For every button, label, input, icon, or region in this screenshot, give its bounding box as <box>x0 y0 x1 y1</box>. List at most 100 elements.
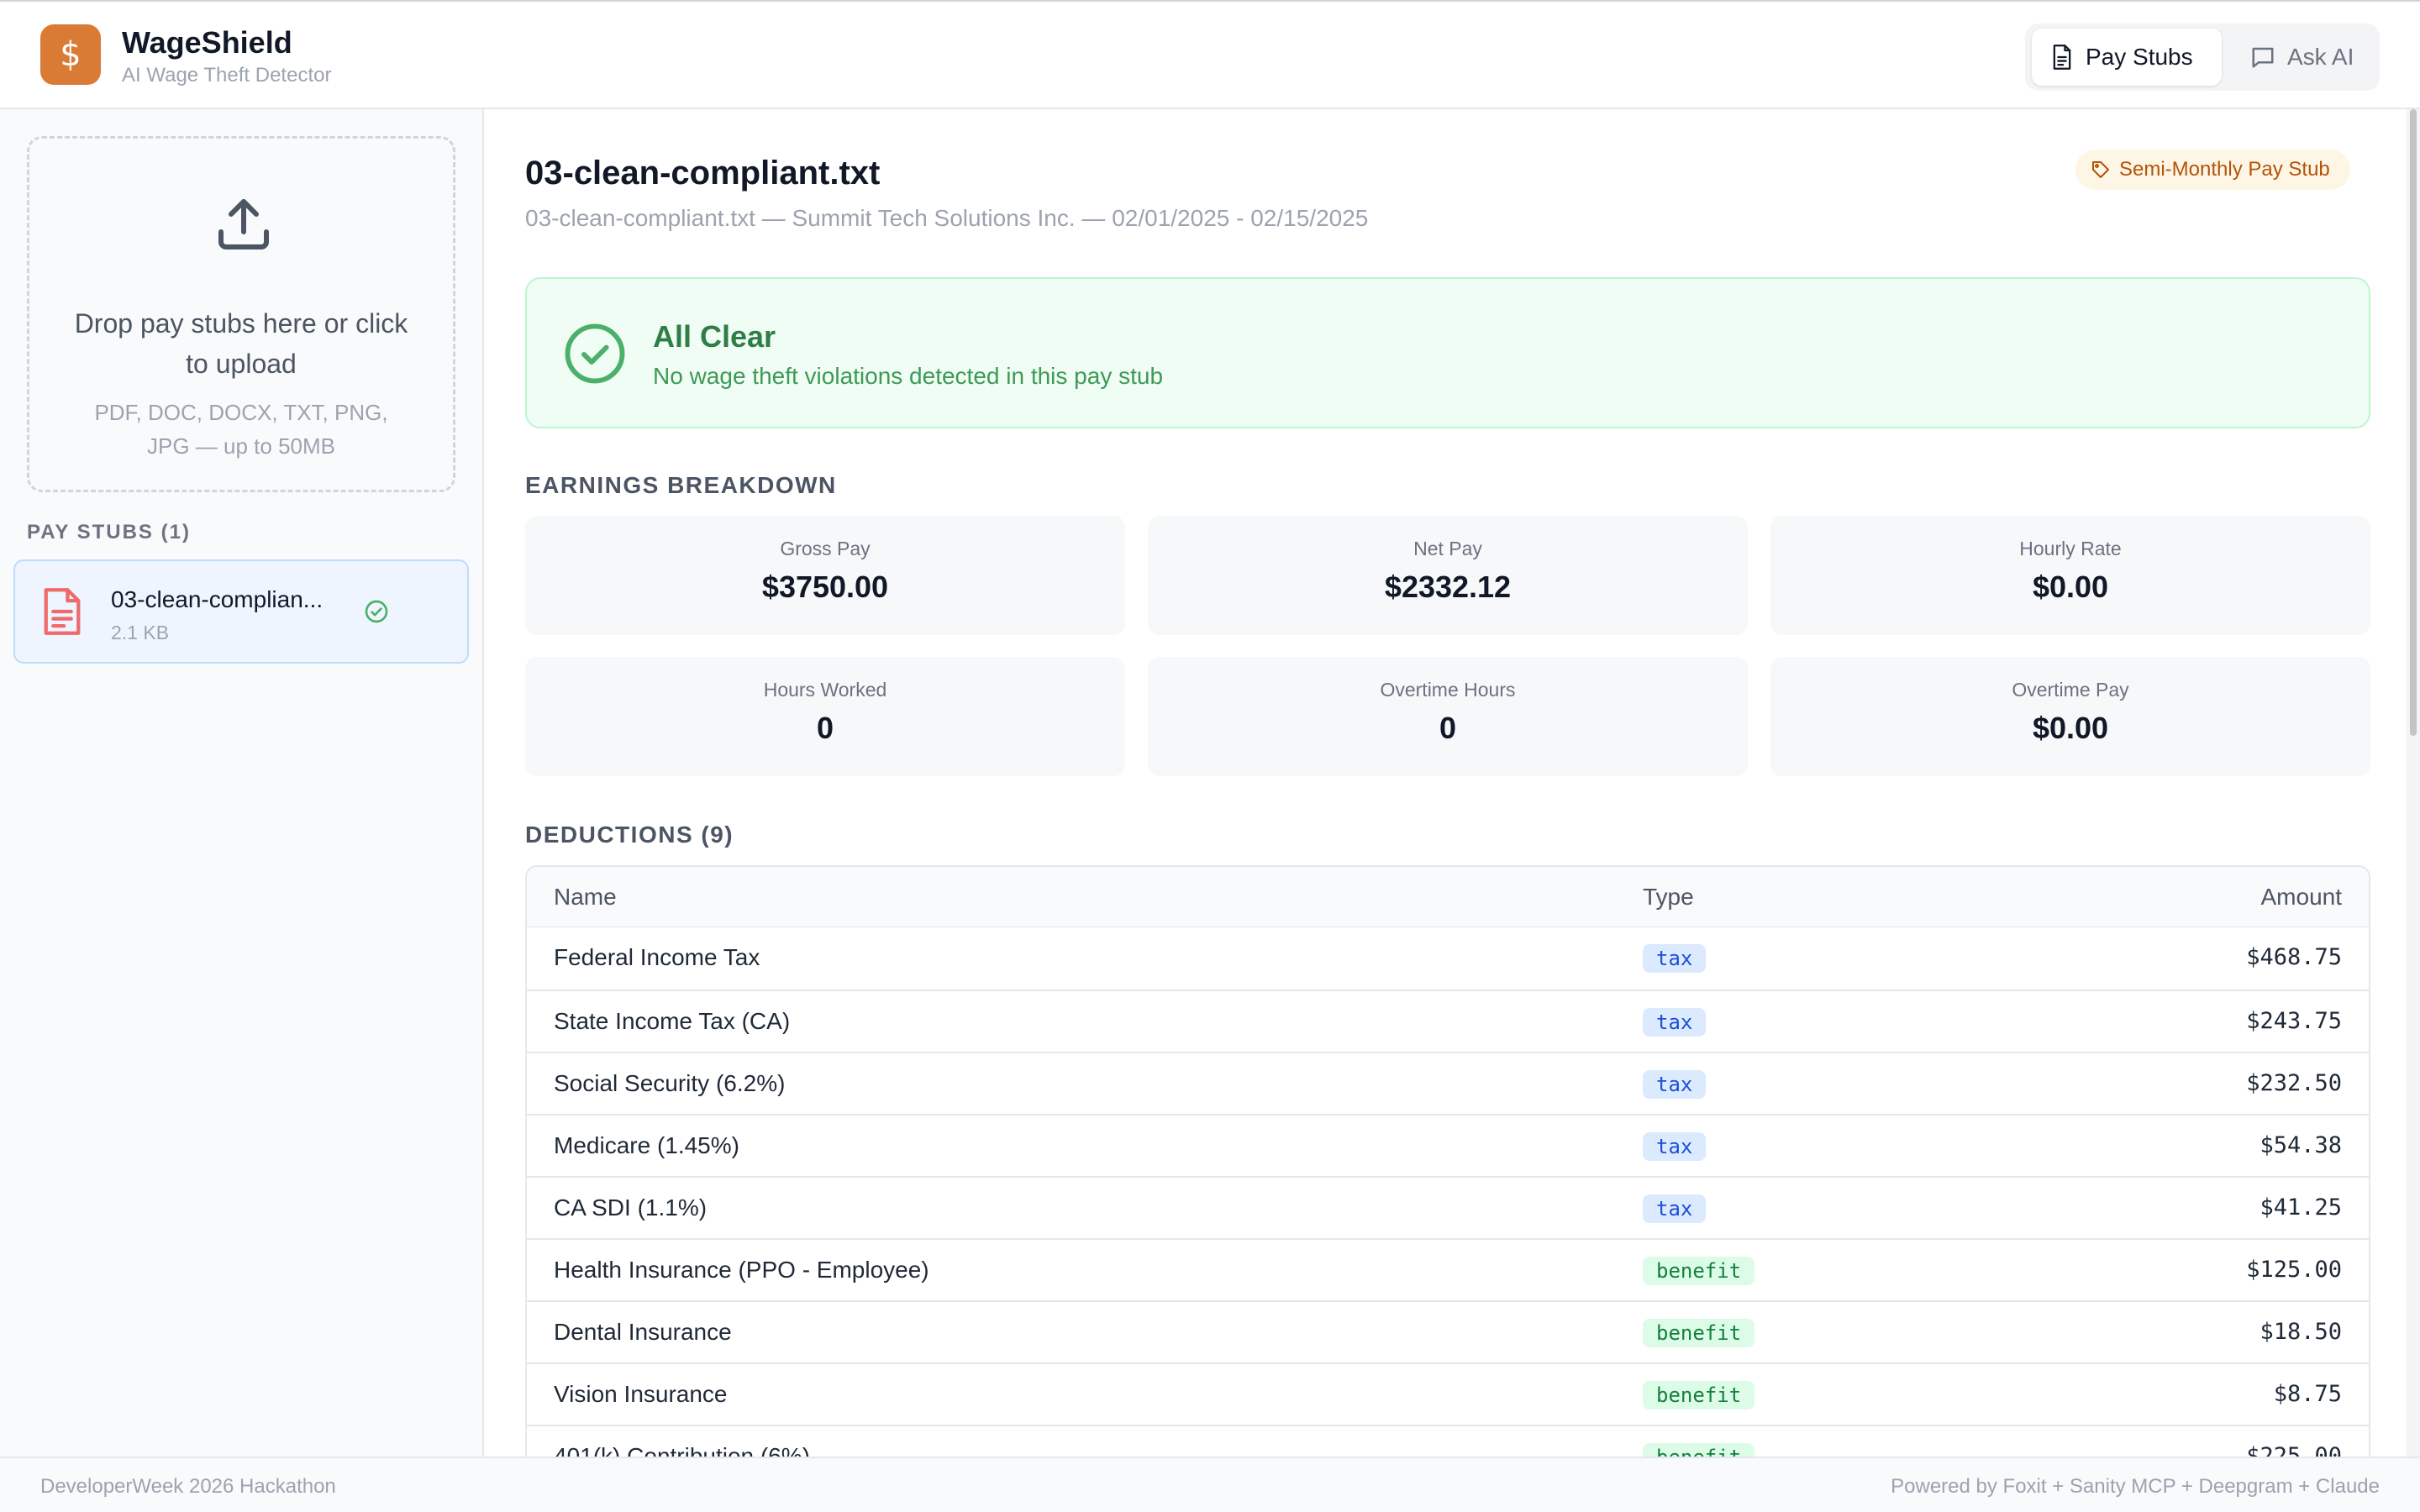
stat-label: Net Pay <box>1413 538 1482 559</box>
deduction-name: Vision Insurance <box>554 1381 728 1407</box>
table-row: Social Security (6.2%) tax $232.50 <box>527 1052 2369 1114</box>
tab-pay-stubs[interactable]: Pay Stubs <box>2032 29 2222 86</box>
pay-stub-size: 2.1 KB <box>111 622 170 643</box>
table-row: 401(k) Contribution (6%) benefit $225.00 <box>527 1425 2369 1457</box>
pay-stub-type-badge: Semi-Monthly Pay Stub <box>2075 150 2350 190</box>
deduction-name: 401(k) Contribution (6%) <box>554 1443 811 1457</box>
pay-stubs-heading: PAY STUBS (1) <box>27 521 191 543</box>
deduction-name: Social Security (6.2%) <box>554 1070 786 1096</box>
deduction-name: Medicare (1.45%) <box>554 1132 739 1158</box>
status-banner: All Clear No wage theft violations detec… <box>525 277 2370 428</box>
deduction-amount: $41.25 <box>2260 1194 2342 1221</box>
column-header-type: Type <box>1643 884 1694 910</box>
earnings-heading: EARNINGS BREAKDOWN <box>525 472 837 498</box>
deduction-type-badge: tax <box>1643 1194 1707 1223</box>
deduction-amount: $232.50 <box>2246 1070 2342 1096</box>
deduction-type-badge: benefit <box>1643 1381 1755 1410</box>
deduction-type-badge: tax <box>1643 944 1707 973</box>
stat-value: 0 <box>1439 711 1457 745</box>
status-message: No wage theft violations detected in thi… <box>653 363 1164 389</box>
table-row: Medicare (1.45%) tax $54.38 <box>527 1114 2369 1176</box>
upload-dropzone[interactable]: Drop pay stubs here or click to upload P… <box>27 136 455 492</box>
deduction-amount: $8.75 <box>2273 1381 2342 1407</box>
table-body: Federal Income Tax tax $468.75 State Inc… <box>527 927 2369 1457</box>
deduction-name: Federal Income Tax <box>554 944 760 970</box>
dropzone-subtitle: PDF, DOC, DOCX, TXT, PNG, JPG — up to 50… <box>94 400 388 459</box>
stat-value: $0.00 <box>2032 711 2109 745</box>
deduction-type-badge: tax <box>1643 1132 1707 1161</box>
column-header-amount: Amount <box>2260 884 2343 910</box>
stat-overtime-hours: Overtime Hours 0 <box>1148 657 1748 776</box>
stat-value: $3750.00 <box>761 570 889 604</box>
scrollbar-thumb[interactable] <box>2410 109 2417 736</box>
deduction-amount: $243.75 <box>2246 1008 2342 1034</box>
stat-overtime-pay: Overtime Pay $0.00 <box>1770 657 2370 776</box>
deduction-type-badge: benefit <box>1643 1443 1755 1457</box>
tag-icon <box>2092 161 2109 178</box>
pay-stub-name: 03-clean-complian... <box>111 586 324 612</box>
deductions-table: Name Type Amount Federal Income Tax tax … <box>525 865 2370 1457</box>
deduction-amount: $225.00 <box>2246 1443 2342 1457</box>
deduction-amount: $54.38 <box>2260 1132 2342 1158</box>
document-meta: 03-clean-compliant.txt — Summit Tech Sol… <box>525 205 1369 231</box>
status-title: All Clear <box>653 319 776 354</box>
stat-label: Hours Worked <box>763 679 887 701</box>
stat-label: Hourly Rate <box>2019 538 2122 559</box>
column-header-name: Name <box>554 884 617 910</box>
page-title: 03-clean-compliant.txt <box>525 155 881 192</box>
stat-value: 0 <box>816 711 834 745</box>
stat-hours-worked: Hours Worked 0 <box>525 657 1125 776</box>
footer-powered-by: Powered by Foxit + Sanity MCP + Deepgram… <box>1891 1475 2380 1498</box>
sidebar: Drop pay stubs here or click to upload P… <box>0 109 484 1457</box>
app-title: WageShield <box>122 25 292 60</box>
stat-net-pay: Net Pay $2332.12 <box>1148 516 1748 635</box>
view-tabs: Pay Stubs Ask AI <box>2025 24 2380 91</box>
app-footer: DeveloperWeek 2026 Hackathon Powered by … <box>0 1457 2420 1512</box>
deduction-type-badge: tax <box>1643 1070 1707 1099</box>
table-row: Vision Insurance benefit $8.75 <box>527 1362 2369 1425</box>
dropzone-title: Drop pay stubs here or click to upload <box>74 308 408 379</box>
table-header: Name Type Amount <box>527 867 2369 927</box>
main-scrollbar[interactable] <box>2407 109 2420 1457</box>
file-icon <box>44 588 81 635</box>
main-content: 03-clean-compliant.txt 03-clean-complian… <box>486 109 2410 1457</box>
footer-event-label: DeveloperWeek 2026 Hackathon <box>40 1475 336 1498</box>
stat-label: Overtime Pay <box>2012 679 2129 701</box>
check-circle-icon <box>365 600 388 623</box>
table-row: Dental Insurance benefit $18.50 <box>527 1300 2369 1362</box>
deductions-heading: DEDUCTIONS (9) <box>525 822 734 848</box>
deduction-name: State Income Tax (CA) <box>554 1008 791 1034</box>
stat-hourly-rate: Hourly Rate $0.00 <box>1770 516 2370 635</box>
deduction-amount: $468.75 <box>2246 944 2342 970</box>
dollar-icon: $ <box>60 35 82 74</box>
deduction-type-badge: benefit <box>1643 1319 1755 1347</box>
stat-gross-pay: Gross Pay $3750.00 <box>525 516 1125 635</box>
deduction-type-badge: tax <box>1643 1008 1707 1037</box>
pay-stub-item[interactable]: 03-clean-complian... 2.1 KB <box>13 559 469 664</box>
deduction-type-badge: benefit <box>1643 1257 1755 1285</box>
badge-label: Semi-Monthly Pay Stub <box>2119 158 2330 181</box>
upload-icon <box>218 199 269 249</box>
deduction-name: Health Insurance (PPO - Employee) <box>554 1257 929 1283</box>
check-circle-icon <box>565 323 625 384</box>
app-header: $ WageShield AI Wage Theft Detector Pay … <box>0 0 2420 109</box>
app-logo: $ <box>40 24 101 85</box>
tab-label: Pay Stubs <box>2086 44 2193 70</box>
table-row: CA SDI (1.1%) tax $41.25 <box>527 1176 2369 1238</box>
deduction-amount: $18.50 <box>2260 1319 2342 1345</box>
tab-label: Ask AI <box>2287 44 2354 70</box>
deduction-name: CA SDI (1.1%) <box>554 1194 708 1221</box>
chat-icon <box>2252 47 2274 68</box>
table-row: Health Insurance (PPO - Employee) benefi… <box>527 1238 2369 1300</box>
stat-label: Gross Pay <box>780 538 871 559</box>
stat-value: $0.00 <box>2032 570 2109 604</box>
table-row: Federal Income Tax tax $468.75 <box>527 927 2369 990</box>
stat-label: Overtime Hours <box>1380 679 1516 701</box>
document-icon <box>2053 45 2071 70</box>
app-subtitle: AI Wage Theft Detector <box>122 64 332 87</box>
stat-value: $2332.12 <box>1384 570 1512 604</box>
tab-ask-ai[interactable]: Ask AI <box>2232 29 2373 86</box>
table-row: State Income Tax (CA) tax $243.75 <box>527 990 2369 1052</box>
deduction-name: Dental Insurance <box>554 1319 732 1345</box>
deduction-amount: $125.00 <box>2246 1257 2342 1283</box>
